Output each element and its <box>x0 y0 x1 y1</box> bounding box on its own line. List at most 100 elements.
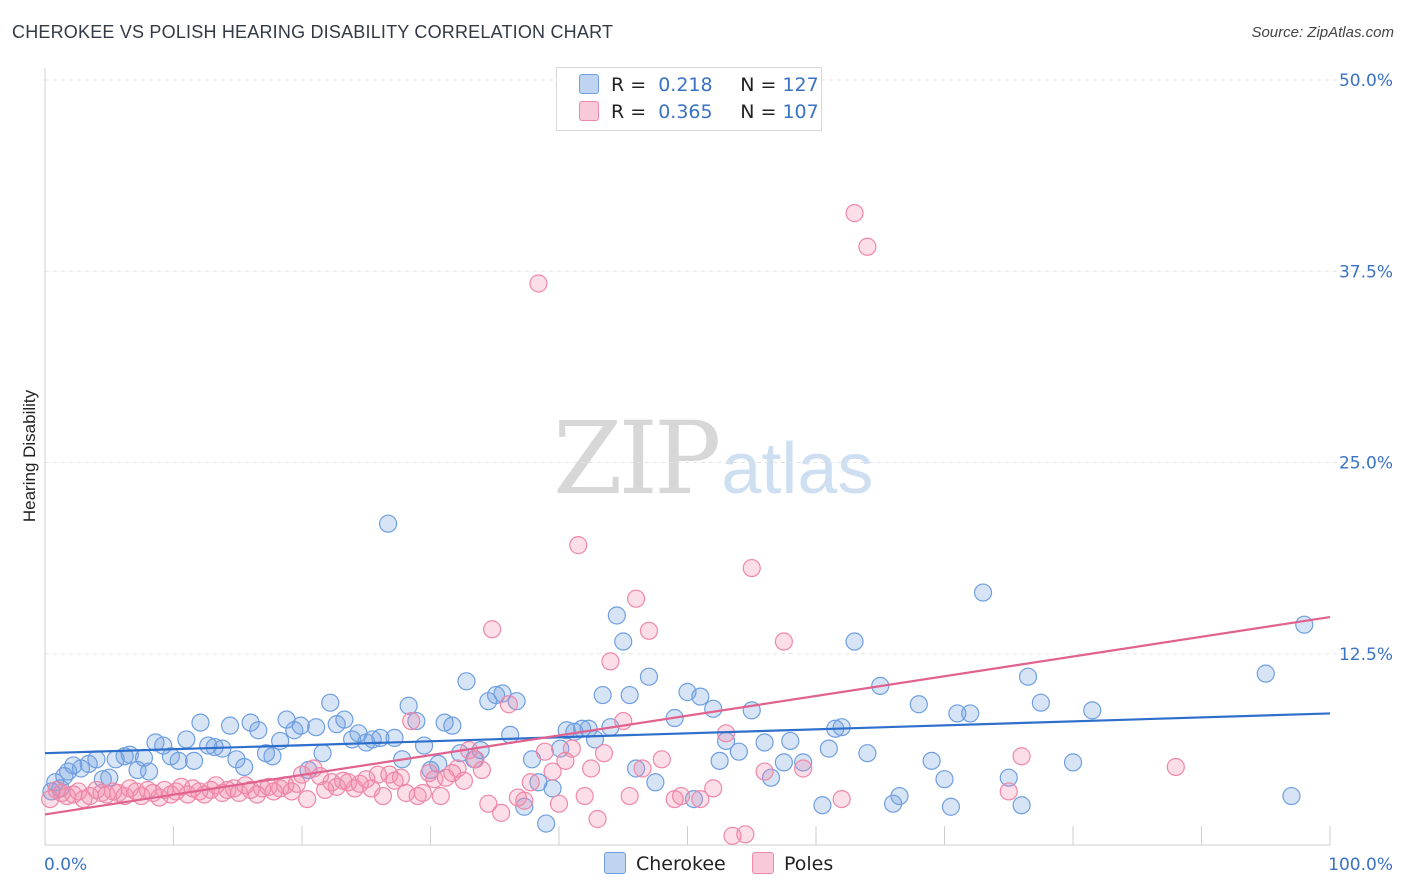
data-point-cherokee <box>710 751 729 770</box>
gridlines <box>45 79 1390 655</box>
data-point-cherokee <box>858 744 877 763</box>
legend-n-value: 127 <box>782 74 819 96</box>
y-tick-label: 50.0% <box>1339 71 1393 91</box>
data-point-cherokee <box>646 773 665 792</box>
data-point-cherokee <box>1282 786 1301 806</box>
data-point-poles <box>832 789 851 809</box>
watermark-zip: ZIP <box>553 400 721 517</box>
data-point-cherokee <box>321 693 340 712</box>
legend-r-label: R = <box>611 74 647 96</box>
source-credit: Source: ZipAtlas.com <box>1251 24 1394 41</box>
legend-row-poles: R = 0.365 N = 107 <box>579 101 819 127</box>
legend-n-value: 107 <box>782 101 819 123</box>
data-point-cherokee <box>909 695 928 714</box>
data-point-poles <box>499 695 518 714</box>
data-point-cherokee <box>999 768 1018 787</box>
data-point-cherokee <box>948 704 967 723</box>
legend-n-label: N = <box>740 101 777 123</box>
legend-swatch-poles <box>752 852 774 874</box>
data-point-poles <box>569 536 588 555</box>
data-point-cherokee <box>184 751 204 770</box>
data-point-poles <box>639 621 659 640</box>
legend-n-label: N = <box>740 74 777 96</box>
series-name: Cherokee <box>636 853 726 875</box>
data-point-poles <box>755 762 774 781</box>
axes <box>44 68 1331 846</box>
data-point-cherokee <box>515 797 534 816</box>
watermark-atlas: atlas <box>721 429 874 509</box>
data-point-poles <box>391 768 411 787</box>
data-point-poles <box>413 783 432 803</box>
data-point-cherokee <box>1063 753 1083 772</box>
data-point-cherokee <box>755 733 774 752</box>
data-point-cherokee <box>285 721 304 740</box>
legend-r-label: R = <box>611 101 647 123</box>
series-legend-poles: Poles <box>752 852 833 875</box>
data-point-poles <box>402 711 421 731</box>
data-point-cherokee <box>819 739 838 758</box>
data-point-cherokee <box>607 606 626 625</box>
data-point-poles <box>483 620 502 639</box>
data-point-poles <box>357 770 376 789</box>
correlation-legend: R = 0.218 N = 127 R = 0.365 N = 107 <box>556 67 822 131</box>
data-point-poles <box>515 791 534 810</box>
data-point-poles <box>742 558 761 578</box>
data-point-cherokee <box>93 770 112 789</box>
data-point-cherokee <box>620 685 639 705</box>
data-point-cherokee <box>191 713 210 732</box>
series-name: Poles <box>784 853 834 875</box>
data-point-cherokee <box>941 797 961 816</box>
data-point-poles <box>492 803 511 822</box>
data-point-cherokee <box>626 759 646 778</box>
data-point-cherokee <box>414 736 434 755</box>
x-tick-label: 0.0% <box>44 855 87 875</box>
data-point-cherokee <box>973 583 993 602</box>
data-point-poles <box>472 760 491 780</box>
data-point-cherokee <box>813 796 832 815</box>
data-point-cherokee <box>794 753 813 772</box>
data-point-poles <box>620 786 639 806</box>
data-point-poles <box>549 794 569 813</box>
legend-r-value: 0.365 <box>658 101 713 123</box>
trend-line-cherokee <box>44 712 1331 755</box>
data-point-cherokee <box>486 685 506 705</box>
data-point-cherokee <box>169 751 188 770</box>
legend-r-value: 0.218 <box>658 74 713 96</box>
data-point-cherokee <box>1031 693 1050 712</box>
data-point-cherokee <box>781 731 800 751</box>
legend-swatch-cherokee <box>604 852 626 874</box>
data-point-poles <box>521 773 540 792</box>
data-point-poles <box>594 744 614 763</box>
data-point-cherokee <box>263 747 282 766</box>
data-point-poles <box>691 789 710 809</box>
data-point-cherokee <box>399 696 418 715</box>
series-legend-cherokee: Cherokee <box>604 852 726 875</box>
data-point-cherokee <box>935 770 954 789</box>
watermark: ZIPatlas <box>553 400 873 517</box>
data-point-poles <box>774 632 793 651</box>
data-point-poles <box>794 759 813 778</box>
data-point-poles <box>253 779 272 798</box>
data-point-cherokee <box>385 728 404 748</box>
data-point-cherokee <box>691 687 710 706</box>
data-point-cherokee <box>639 667 659 686</box>
data-point-cherokee <box>729 742 749 761</box>
data-point-cherokee <box>457 672 476 691</box>
x-tick-label: 100.0% <box>1328 855 1393 875</box>
data-point-cherokee <box>235 757 254 777</box>
data-point-cherokee <box>378 514 398 533</box>
data-point-poles <box>298 789 317 809</box>
data-point-poles <box>652 750 671 769</box>
data-point-cherokee <box>291 716 310 735</box>
data-point-poles <box>1012 747 1031 766</box>
y-tick-label: 12.5% <box>1339 645 1393 665</box>
data-point-cherokee <box>407 711 426 731</box>
data-point-cherokee <box>177 730 196 749</box>
data-point-poles <box>373 786 393 806</box>
data-point-poles <box>241 780 260 800</box>
data-point-poles <box>1166 757 1185 777</box>
data-point-cherokee <box>845 632 864 651</box>
y-tick-label: 25.0% <box>1339 454 1393 474</box>
data-point-cherokee <box>199 736 218 755</box>
data-point-poles <box>588 809 607 829</box>
